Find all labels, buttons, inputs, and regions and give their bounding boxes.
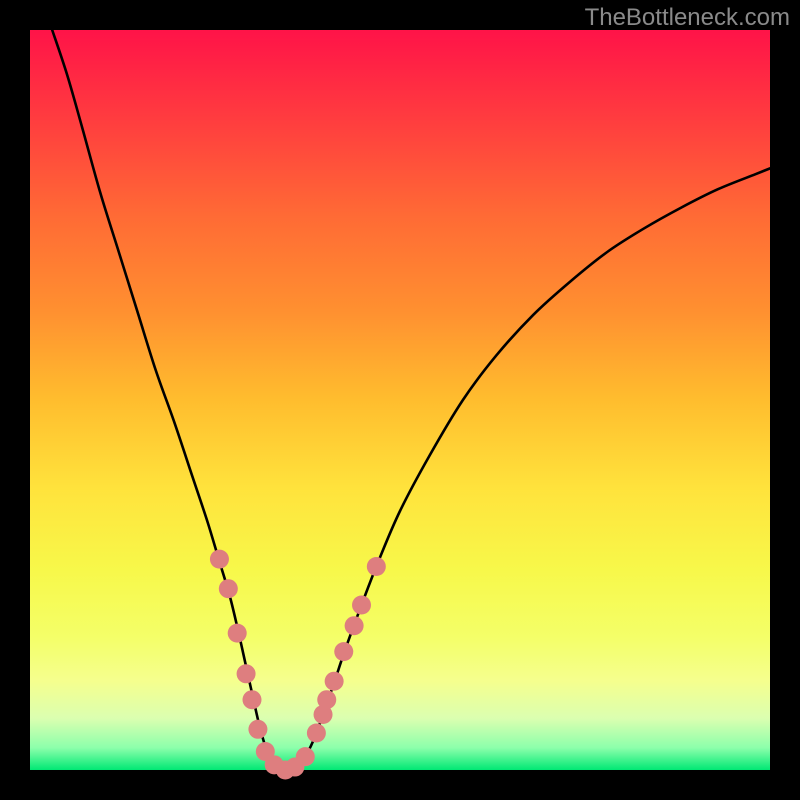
curve-marker — [352, 595, 371, 614]
curve-marker — [228, 624, 247, 643]
curve-marker — [367, 557, 386, 576]
curve-marker — [248, 720, 267, 739]
curve-marker — [210, 550, 229, 569]
curve-marker — [237, 664, 256, 683]
curve-marker — [325, 672, 344, 691]
curve-marker — [243, 690, 262, 709]
chart-frame: TheBottleneck.com — [0, 0, 800, 800]
plot-gradient — [30, 30, 770, 770]
curve-marker — [296, 747, 315, 766]
curve-marker — [345, 616, 364, 635]
curve-marker — [317, 690, 336, 709]
curve-marker — [334, 642, 353, 661]
curve-marker — [219, 579, 238, 598]
chart-svg — [0, 0, 800, 800]
curve-marker — [307, 724, 326, 743]
